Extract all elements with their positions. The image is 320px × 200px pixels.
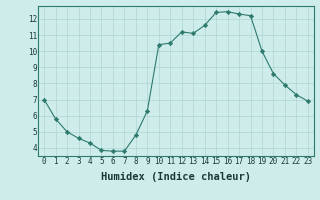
X-axis label: Humidex (Indice chaleur): Humidex (Indice chaleur) [101,172,251,182]
